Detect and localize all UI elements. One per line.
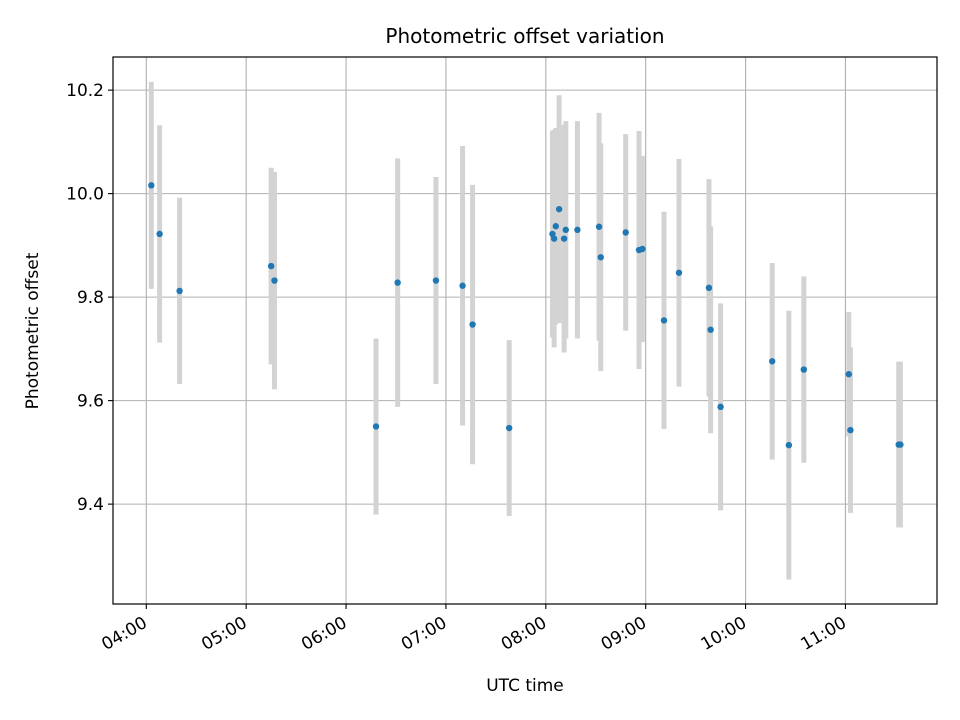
data-point	[639, 245, 646, 253]
data-point	[459, 282, 466, 289]
data-point	[785, 441, 793, 449]
x-tick-label: 04:00	[98, 613, 150, 655]
data-point	[372, 423, 380, 430]
data-point	[148, 182, 155, 189]
data-point	[897, 441, 904, 448]
error-bars	[148, 81, 903, 580]
x-axis: 04:00 05:00 06:00 07:00 08:00 09:00 10:00 11:00	[98, 604, 850, 655]
x-tick-label: 11:00	[798, 613, 850, 655]
y-tick-label: 10.2	[66, 81, 104, 101]
data-point	[432, 277, 440, 284]
data-point	[560, 235, 568, 242]
y-tick-label: 10.0	[66, 185, 104, 205]
data-point	[562, 226, 569, 234]
x-tick-label: 10:00	[698, 613, 750, 655]
data-point	[505, 424, 513, 432]
data-point	[717, 403, 724, 411]
x-axis-label: UTC time	[486, 676, 564, 696]
data-point	[769, 358, 776, 365]
data-point	[267, 262, 275, 270]
data-point	[394, 279, 401, 286]
data-points	[148, 182, 904, 449]
plot-frame	[112, 56, 938, 605]
data-point	[800, 366, 808, 373]
grid	[113, 57, 937, 604]
data-point	[707, 326, 714, 333]
y-axis: 9.4 9.6 9.8 10.0 10.2	[66, 81, 113, 515]
data-point	[156, 230, 163, 238]
y-axis-label: Photometric offset	[23, 252, 43, 409]
y-tick-label: 9.8	[77, 288, 104, 308]
data-point	[574, 226, 581, 234]
data-point	[271, 277, 278, 284]
data-point	[622, 229, 629, 236]
data-point	[176, 287, 183, 295]
y-tick-label: 9.6	[77, 392, 104, 412]
chart-title: Photometric offset variation	[385, 24, 664, 48]
data-point	[550, 235, 558, 242]
x-tick-label: 07:00	[398, 613, 450, 655]
data-point	[847, 426, 854, 434]
data-point	[595, 223, 603, 230]
data-point	[555, 205, 563, 213]
data-point	[705, 284, 713, 292]
x-tick-label: 09:00	[598, 613, 650, 655]
data-point	[675, 269, 683, 276]
data-point	[660, 317, 668, 324]
x-tick-label: 05:00	[198, 613, 250, 655]
data-point	[597, 254, 604, 261]
data-point	[469, 321, 476, 328]
x-tick-label: 08:00	[498, 613, 550, 655]
x-tick-label: 06:00	[298, 613, 350, 655]
y-tick-label: 9.4	[77, 495, 104, 515]
data-point	[552, 223, 559, 230]
data-point	[845, 371, 852, 378]
